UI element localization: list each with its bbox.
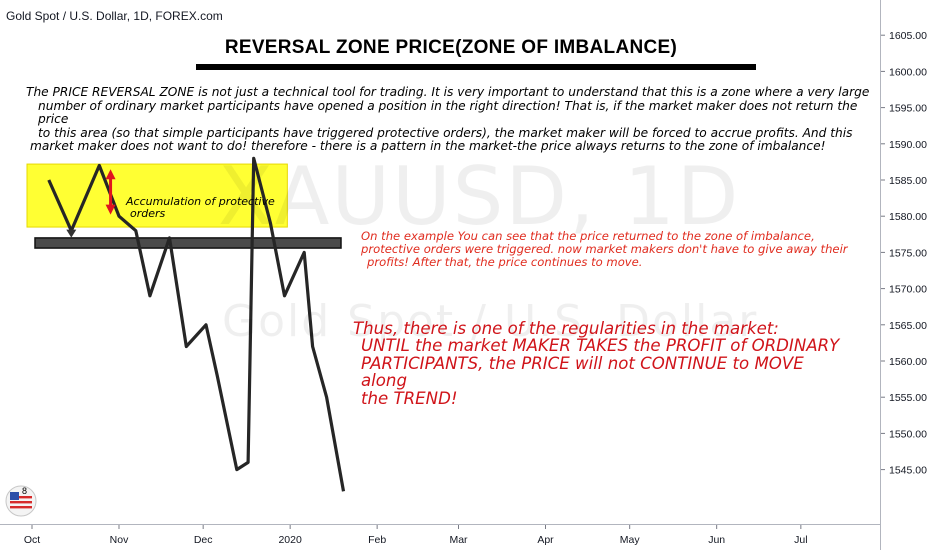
time-tick-label: Feb — [368, 534, 386, 546]
time-tick-label: Nov — [110, 534, 129, 546]
example-annotation: On the example You can see that the pric… — [361, 230, 851, 270]
time-tick-label: Apr — [537, 534, 554, 546]
title-underline-bottom — [196, 67, 756, 70]
conclusion-line: the TREND! — [353, 390, 853, 407]
symbol-header[interactable]: Gold Spot / U.S. Dollar, 1D, FOREX.com — [6, 9, 223, 23]
conclusion-line: UNTIL the market MAKER TAKES the PROFIT … — [353, 337, 853, 354]
time-tick-label: Jul — [794, 534, 807, 546]
time-tick-label: Dec — [194, 534, 213, 546]
intro-line: The PRICE REVERSAL ZONE is not just a te… — [26, 86, 872, 100]
flag-avatar-icon: 8 — [4, 484, 38, 518]
conclusion-annotation: Thus, there is one of the regularities i… — [353, 320, 853, 407]
price-tick-label: 1575.00 — [889, 247, 927, 259]
accumulation-annotation: Accumulation of protective orders — [126, 196, 275, 220]
price-tick-label: 1550.00 — [889, 428, 927, 440]
conclusion-line: PARTICIPANTS, the PRICE will not CONTINU… — [353, 355, 853, 390]
accumulation-line: orders — [126, 208, 275, 220]
time-tick-label: Jun — [708, 534, 725, 546]
time-tick-label: 2020 — [278, 534, 302, 546]
price-tick-label: 1570.00 — [889, 284, 927, 296]
price-tick-label: 1590.00 — [889, 139, 927, 151]
price-tick-label: 1560.00 — [889, 356, 927, 368]
price-tick-label: 1580.00 — [889, 211, 927, 223]
author-avatar[interactable]: 8 — [4, 484, 38, 518]
time-axis-labels: Oct Nov Dec 2020 Feb Mar Apr May Jun Jul — [0, 525, 880, 551]
time-axis[interactable]: Oct Nov Dec 2020 Feb Mar Apr May Jun Jul — [0, 524, 880, 551]
price-axis-labels: 1545.00 1550.00 1555.00 1560.00 1565.00 1570.… — [881, 0, 932, 550]
intro-annotation: The PRICE REVERSAL ZONE is not just a te… — [26, 86, 872, 154]
price-tick-label: 1545.00 — [889, 465, 927, 477]
intro-line: number of ordinary market participants h… — [26, 100, 872, 127]
intro-line: market maker does not want to do! theref… — [26, 140, 872, 154]
price-tick-label: 1605.00 — [889, 30, 927, 42]
price-tick-label: 1565.00 — [889, 320, 927, 332]
time-tick-label: Oct — [24, 534, 40, 546]
avatar-badge: 8 — [22, 486, 27, 496]
price-tick-label: 1595.00 — [889, 103, 927, 115]
conclusion-line: Thus, there is one of the regularities i… — [353, 320, 853, 337]
intro-line: to this area (so that simple participant… — [26, 127, 872, 141]
chart-title: REVERSAL ZONE PRICE(ZONE OF IMBALANCE) — [196, 37, 706, 59]
price-axis[interactable]: 1545.00 1550.00 1555.00 1560.00 1565.00 1570.… — [880, 0, 932, 550]
time-tick-label: May — [620, 534, 641, 546]
price-tick-label: 1555.00 — [889, 392, 927, 404]
time-tick-label: Mar — [449, 534, 468, 546]
low-marker — [66, 230, 76, 238]
example-line: profits! After that, the price continues… — [361, 256, 851, 269]
price-tick-label: 1600.00 — [889, 66, 927, 78]
price-tick-label: 1585.00 — [889, 175, 927, 187]
